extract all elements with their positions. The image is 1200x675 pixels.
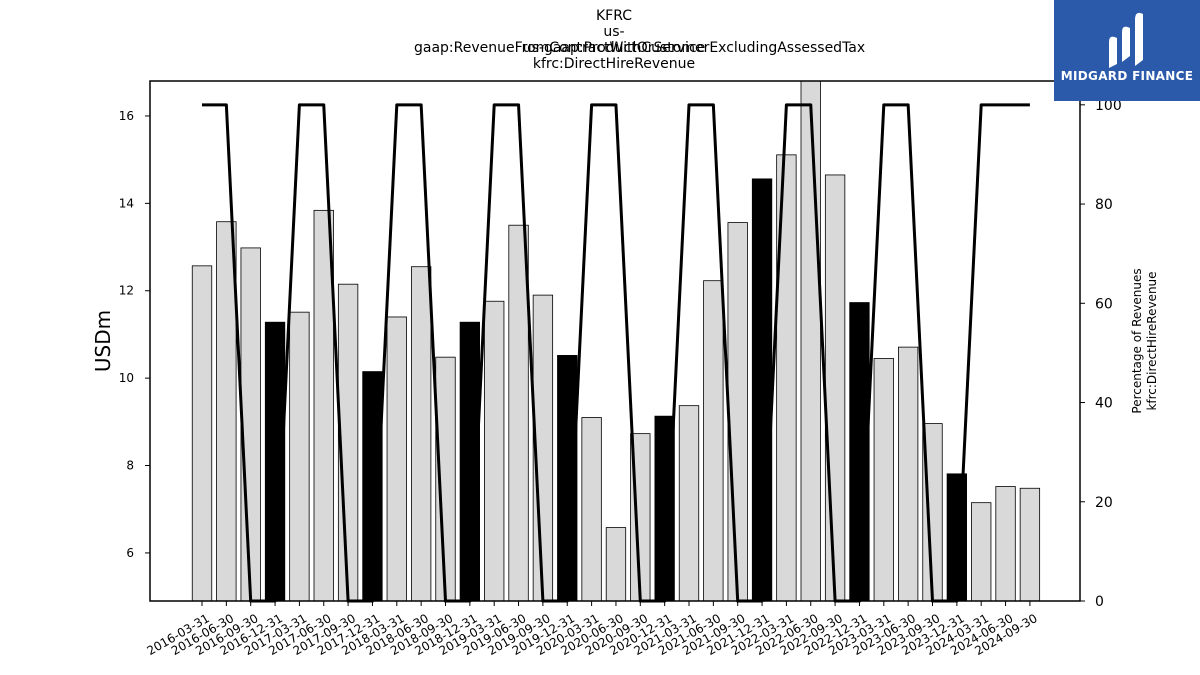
x-axis: 2016-03-312016-06-302016-09-302016-12-31… <box>144 601 1040 658</box>
y2-axis-label-line-1: Percentage of Revenues <box>1130 268 1144 413</box>
brand-logo: MIDGARD FINANCE <box>1054 0 1200 101</box>
y-tick-label-6: 6 <box>126 546 134 560</box>
bar-2017-03-31 <box>289 311 310 602</box>
bar-2019-06-30 <box>508 224 529 602</box>
bar-2022-09-30 <box>824 174 846 602</box>
y-axis-right: 0 20 40 60 80 100 <box>1080 98 1122 610</box>
logo-text: MIDGARD FINANCE <box>1060 69 1194 83</box>
y-tick-label-10: 10 <box>119 371 134 385</box>
y2-tick-label-60: 60 <box>1095 296 1113 312</box>
bar-2024-09-30 <box>1019 487 1041 602</box>
bar-2018-06-30 <box>410 266 432 602</box>
y-tick-label-14: 14 <box>119 196 134 210</box>
y-axis-left: 6 8 10 12 14 16 <box>119 109 150 560</box>
y2-tick-label-0: 0 <box>1095 594 1104 610</box>
bar-2016-09-30 <box>240 247 261 602</box>
bar-2021-12-31 <box>751 178 773 602</box>
chart-title-line-2: us-gaap:RevenueFromContractWithCustomerE… <box>414 24 866 56</box>
y-axis-label: USDm <box>91 310 115 372</box>
chart-title-line-4: kfrc:DirectHireRevenue <box>532 56 696 72</box>
bar-2016-06-30 <box>216 221 237 602</box>
y2-tick-label-100: 100 <box>1095 98 1122 114</box>
bar-2020-06-30 <box>605 527 627 602</box>
bar-2018-03-31 <box>386 316 407 602</box>
bar-2024-06-30 <box>995 486 1016 602</box>
bar-2020-03-31 <box>581 417 602 602</box>
bar-group <box>191 80 1041 602</box>
bar-2024-03-31 <box>971 502 992 602</box>
chart-title-line-3: us-gaap:ProductOrService <box>522 40 706 56</box>
logo-mark-icon <box>1109 12 1143 68</box>
y-tick-label-8: 8 <box>126 459 134 473</box>
plot-frame <box>149 80 1081 602</box>
bar-2023-06-30 <box>898 346 919 602</box>
bar-2019-03-31 <box>484 300 505 602</box>
percentage-line-group <box>202 103 1030 603</box>
y2-tick-label-80: 80 <box>1095 197 1113 213</box>
y-tick-label-12: 12 <box>119 284 134 298</box>
chart-title-line-1: KFRC <box>595 8 633 24</box>
percentage-line <box>202 103 1030 603</box>
bar-2016-03-31 <box>191 265 213 602</box>
bar-2023-03-31 <box>873 358 894 602</box>
y2-axis-label-line-2: kfrc:DirectHireRevenue <box>1145 271 1159 410</box>
bar-2021-06-30 <box>703 280 724 602</box>
y-tick-label-16: 16 <box>119 109 134 123</box>
bar-2022-06-30 <box>800 80 821 602</box>
bar-2021-09-30 <box>727 222 748 602</box>
y2-tick-label-40: 40 <box>1095 396 1113 412</box>
y2-tick-label-20: 20 <box>1095 495 1113 511</box>
bar-2021-03-31 <box>678 405 700 602</box>
